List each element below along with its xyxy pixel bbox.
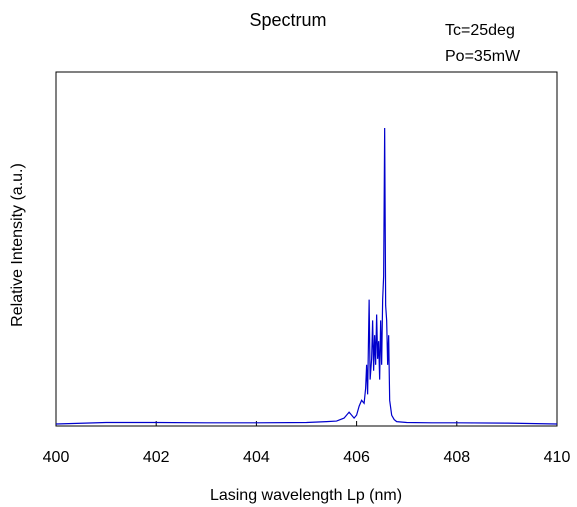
y-axis-label: Relative Intensity (a.u.) (9, 163, 26, 327)
x-tick-label: 404 (243, 449, 270, 466)
x-tick-label: 406 (343, 449, 370, 466)
x-tick-label: 410 (544, 449, 571, 466)
annotation-po: Po=35mW (445, 48, 521, 65)
x-tick-label: 408 (443, 449, 470, 466)
x-tick-label: 402 (143, 449, 170, 466)
x-axis-ticks (155, 421, 458, 426)
chart-title: Spectrum (249, 10, 326, 30)
x-axis-tick-labels: 400 402 404 406 408 410 (43, 449, 571, 466)
annotation-tc: Tc=25deg (445, 22, 515, 39)
x-tick-label: 400 (43, 449, 70, 466)
plot-area-frame (55, 71, 558, 427)
spectrum-series-line (55, 127, 558, 425)
x-axis-label: Lasing wavelength Lp (nm) (210, 487, 402, 504)
